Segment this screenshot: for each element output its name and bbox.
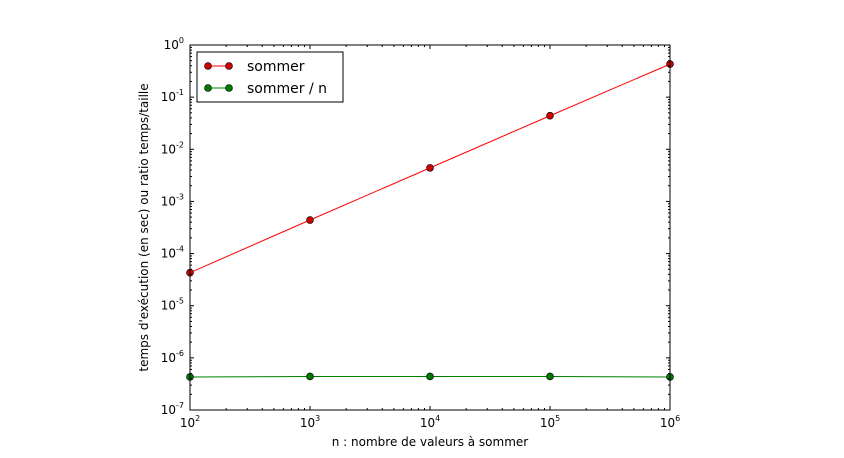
y-tick-base: 10 xyxy=(161,351,176,365)
y-tick-exponent: -4 xyxy=(176,245,184,254)
y-tick-base: 10 xyxy=(161,194,176,208)
x-tick-base: 10 xyxy=(420,416,435,430)
y-tick-label: 10-3 xyxy=(161,192,184,208)
y-tick-label: 10-4 xyxy=(161,245,184,261)
y-tick-exponent: -6 xyxy=(176,349,184,358)
x-tick-label: 103 xyxy=(300,414,320,430)
y-tick-exponent: -5 xyxy=(176,297,184,306)
legend: sommer sommer / n xyxy=(196,51,344,103)
data-point xyxy=(306,216,314,224)
x-tick-base: 10 xyxy=(300,416,315,430)
x-tick-label: 105 xyxy=(540,414,560,430)
legend-marker-sommer-n xyxy=(204,84,212,92)
y-tick-base: 10 xyxy=(161,247,176,261)
legend-label-sommer-n: sommer / n xyxy=(247,81,327,97)
y-tick-exponent: -2 xyxy=(176,140,184,149)
data-point xyxy=(546,372,554,381)
data-point xyxy=(426,164,434,172)
y-tick-label: 10-2 xyxy=(161,140,184,156)
x-tick-base: 10 xyxy=(180,416,195,430)
x-tick-label: 102 xyxy=(180,414,200,430)
y-tick-label: 10-6 xyxy=(161,349,184,365)
x-tick-exponent: 3 xyxy=(315,414,320,423)
y-tick-base: 10 xyxy=(161,299,176,313)
legend-box xyxy=(196,51,344,103)
y-tick-exponent: -7 xyxy=(176,401,184,410)
legend-marker-sommer xyxy=(225,62,233,70)
legend-label-sommer: sommer xyxy=(247,59,305,75)
x-tick-base: 10 xyxy=(660,416,675,430)
y-tick-base: 10 xyxy=(164,38,179,52)
y-tick-exponent: -1 xyxy=(176,88,184,97)
x-tick-exponent: 6 xyxy=(675,414,680,423)
x-tick-base: 10 xyxy=(540,416,555,430)
plot-area xyxy=(186,60,674,381)
y-tick-label: 100 xyxy=(164,36,184,52)
x-tick-label: 106 xyxy=(660,414,680,430)
legend-marker-sommer-n xyxy=(225,84,233,92)
x-tick-exponent: 2 xyxy=(195,414,200,423)
legend-marker-sommer xyxy=(204,62,212,70)
axis-ticks: 102 103 104 105 10610-710-610-510-410-310-21… xyxy=(161,36,680,430)
x-axis-label: n : nombre de valeurs à sommer xyxy=(332,435,529,449)
y-tick-base: 10 xyxy=(161,142,176,156)
y-tick-exponent: -3 xyxy=(176,192,184,201)
x-tick-exponent: 4 xyxy=(435,414,440,423)
data-point xyxy=(426,372,434,381)
y-tick-exponent: 0 xyxy=(179,36,184,45)
y-tick-label: 10-1 xyxy=(161,88,184,104)
y-tick-label: 10-5 xyxy=(161,297,184,313)
y-tick-label: 10-7 xyxy=(161,401,184,417)
plot-frame xyxy=(189,44,671,411)
x-tick-label: 104 xyxy=(420,414,440,430)
data-point xyxy=(306,372,314,381)
x-tick-exponent: 5 xyxy=(555,414,560,423)
data-point xyxy=(546,111,554,120)
y-axis-label: temps d'exécution (en sec) ou ratio temp… xyxy=(137,83,151,371)
y-tick-base: 10 xyxy=(161,90,176,104)
y-tick-base: 10 xyxy=(161,403,176,417)
